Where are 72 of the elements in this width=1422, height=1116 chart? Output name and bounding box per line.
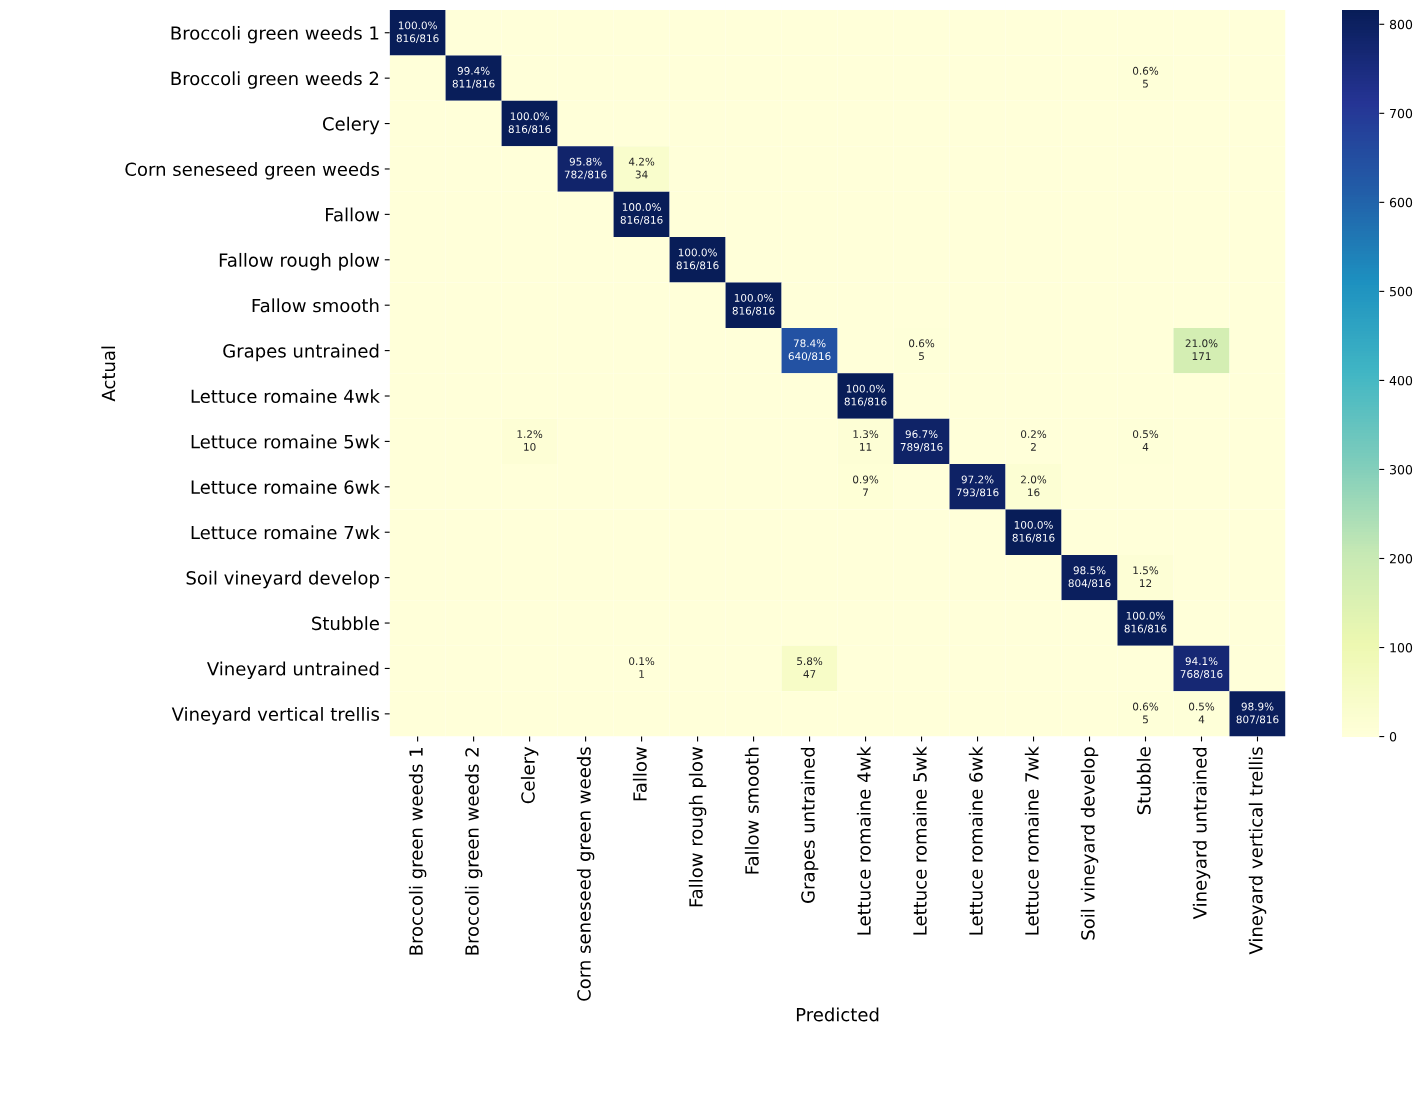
- data-label: 100.0% 816/816: [732, 293, 775, 316]
- y-tick-label: Stubble: [312, 616, 379, 631]
- y-tick-label: Broccoli green weeds 2: [171, 71, 379, 89]
- x-tick-label: Celery: [520, 746, 539, 804]
- x-tick-label: Fallow rough plow: [688, 747, 707, 907]
- data-label: 0.5% 4: [1188, 702, 1215, 724]
- y-tick-label: Fallow: [326, 207, 380, 222]
- y-tick-label: Broccoli green weeds 1: [171, 25, 379, 44]
- data-label: 1.2% 10: [517, 430, 543, 451]
- color-bar-label: 600: [1389, 197, 1413, 208]
- data-label: 0.1% 1: [629, 657, 655, 678]
- data-label: 98.9% 807/816: [1236, 702, 1279, 725]
- x-axis-title: Predicted: [796, 1007, 879, 1022]
- x-tick-label: Lettuce romaine 7wk: [1024, 746, 1039, 935]
- color-bar-label: 0: [1389, 732, 1397, 742]
- x-tick-label: Soil vineyard develop: [1080, 747, 1099, 940]
- y-tick-label: Corn seneseed green weeds: [125, 162, 380, 180]
- data-label: 2.0% 16: [1021, 475, 1047, 497]
- data-label: 0.6% 5: [1132, 66, 1159, 88]
- data-label: 0.6% 5: [909, 339, 935, 361]
- color-bar-label: 200: [1389, 553, 1413, 564]
- data-label: 1.3% 11: [853, 430, 879, 451]
- color-bar-label: 500: [1390, 286, 1413, 297]
- color-bar-label: 800: [1389, 19, 1413, 30]
- y-axis-title: Actual: [101, 346, 116, 402]
- data-label: 4.2% 34: [628, 157, 655, 179]
- x-tick-label: Corn seneseed green weeds: [576, 747, 595, 1001]
- data-label: 94.1% 768/816: [1180, 657, 1223, 679]
- x-tick-label: Fallow: [632, 747, 647, 801]
- data-label: 100.0% 816/816: [620, 203, 663, 225]
- color-bar-label: 300: [1390, 464, 1413, 475]
- data-label: 100.0% 816/816: [676, 248, 719, 271]
- data-label: 100.0% 816/816: [508, 112, 551, 134]
- x-tick-label: Vineyard vertical trellis: [1248, 747, 1267, 955]
- y-tick-label: Lettuce romaine 6wk: [191, 479, 380, 494]
- y-tick-label: Celery: [322, 116, 380, 135]
- color-bar-label: 700: [1390, 108, 1413, 119]
- data-label: 21.0% 171: [1185, 339, 1218, 360]
- color-bar-label: 400: [1389, 375, 1413, 386]
- y-tick-label: Lettuce romaine 4wk: [191, 389, 380, 404]
- y-tick-label: Vineyard untrained: [206, 661, 379, 680]
- color-bar-label: 100: [1390, 643, 1413, 653]
- x-tick-label: Fallow smooth: [744, 747, 759, 874]
- x-tick-label: Lettuce romaine 5wk: [912, 746, 927, 935]
- y-tick-label: Vineyard vertical trellis: [171, 707, 380, 725]
- y-tick-label: Lettuce romaine 5wk: [191, 434, 380, 449]
- y-tick-label: Soil vineyard develop: [186, 570, 379, 589]
- x-tick-label: Lettuce romaine 4wk: [856, 746, 871, 935]
- data-label: 78.4% 640/816: [788, 339, 831, 361]
- data-label: 0.5% 4: [1132, 430, 1159, 451]
- x-tick-label: Vineyard untrained: [1192, 747, 1211, 920]
- y-tick-label: Fallow rough plow: [219, 252, 380, 271]
- data-label: 100.0% 816/816: [1124, 611, 1167, 634]
- x-tick-label: Stubble: [1136, 747, 1151, 815]
- x-tick-label: Lettuce romaine 6wk: [968, 746, 983, 935]
- data-label: 99.4% 811/816: [452, 66, 495, 89]
- data-label: 5.8% 47: [797, 657, 823, 678]
- data-label: 96.7% 789/816: [900, 430, 943, 452]
- x-tick-label: Grapes untrained: [800, 747, 819, 903]
- data-label: 0.2% 2: [1020, 430, 1047, 451]
- data-label: 95.8% 782/816: [564, 157, 607, 180]
- y-tick-label: Lettuce romaine 7wk: [191, 525, 380, 540]
- data-label: 100.0% 816/816: [396, 21, 439, 44]
- data-label: 100.0% 816/816: [844, 384, 887, 407]
- data-label: 0.9% 7: [853, 475, 879, 497]
- data-label: 98.5% 804/816: [1068, 566, 1111, 588]
- data-label: 100.0% 816/816: [1012, 520, 1055, 543]
- data-label: 0.6% 5: [1132, 702, 1159, 724]
- data-label: 97.2% 793/816: [956, 475, 999, 498]
- data-label: 1.5% 12: [1133, 566, 1159, 587]
- y-tick-label: Fallow smooth: [252, 298, 379, 313]
- y-tick-label: Grapes untrained: [223, 343, 379, 362]
